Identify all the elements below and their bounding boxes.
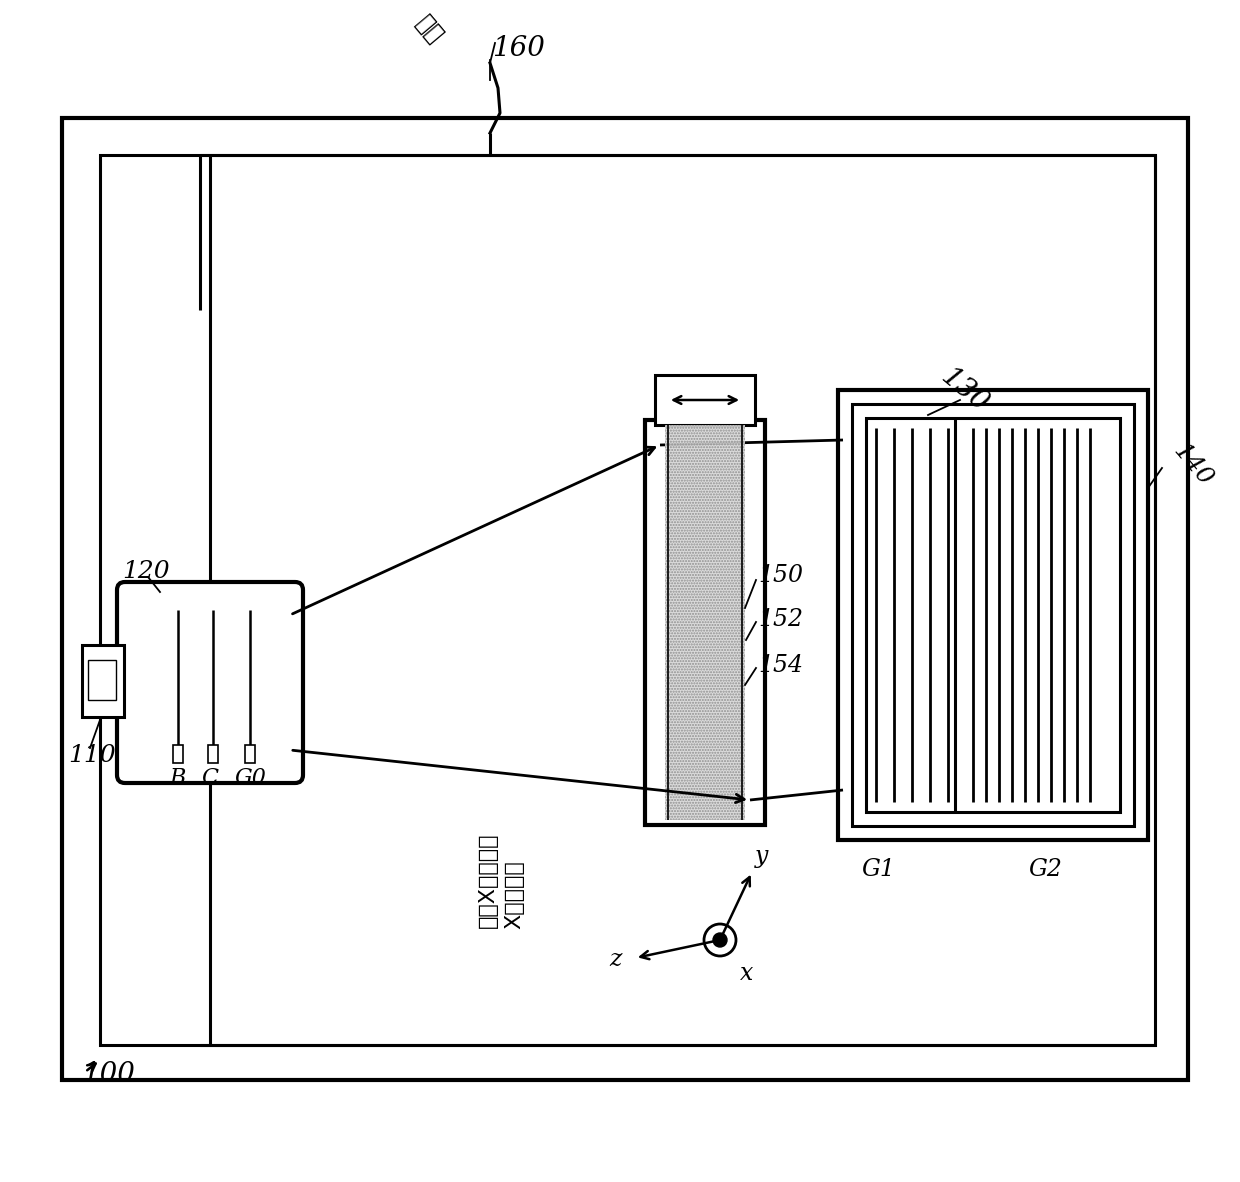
Text: 接管: 接管 xyxy=(412,12,449,48)
Circle shape xyxy=(713,933,727,947)
Bar xyxy=(82,645,124,717)
FancyBboxPatch shape xyxy=(117,582,303,782)
Bar xyxy=(174,745,184,764)
Text: z: z xyxy=(610,948,622,972)
Text: 152: 152 xyxy=(758,609,804,631)
Bar xyxy=(62,118,1188,1080)
Bar xyxy=(246,745,255,764)
Bar xyxy=(208,745,218,764)
Text: x: x xyxy=(740,962,754,985)
Text: 110: 110 xyxy=(68,743,115,766)
Text: 150: 150 xyxy=(758,564,804,586)
Bar xyxy=(838,390,1148,840)
Bar xyxy=(665,426,745,820)
Text: 120: 120 xyxy=(122,560,170,584)
Text: 140: 140 xyxy=(1168,440,1216,491)
Bar xyxy=(88,660,117,700)
Text: G2: G2 xyxy=(1028,858,1061,881)
Text: y: y xyxy=(755,845,769,868)
Text: G1: G1 xyxy=(861,858,895,881)
Text: 154: 154 xyxy=(758,654,804,676)
Text: G0: G0 xyxy=(234,767,265,790)
Bar xyxy=(100,155,1154,1045)
Text: B: B xyxy=(170,767,186,790)
Text: 160: 160 xyxy=(492,34,544,61)
Text: X射线成束: X射线成束 xyxy=(503,860,525,929)
Bar xyxy=(852,404,1135,826)
Text: 130: 130 xyxy=(935,363,993,417)
Bar xyxy=(655,375,755,426)
Text: 沿着X方向扫描: 沿着X方向扫描 xyxy=(477,832,498,928)
Bar xyxy=(645,420,765,825)
Bar xyxy=(866,418,1120,812)
Text: C: C xyxy=(201,767,218,790)
Text: 100: 100 xyxy=(82,1061,135,1089)
